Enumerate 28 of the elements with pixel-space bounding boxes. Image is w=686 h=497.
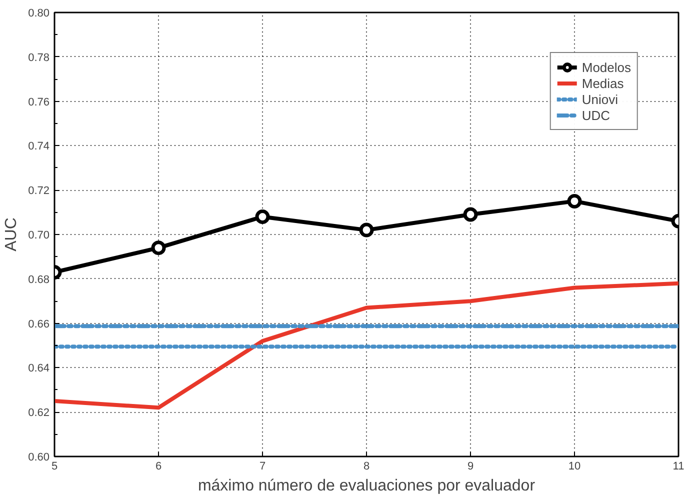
x-tick-label: 6 xyxy=(155,460,162,472)
x-tick-label: 10 xyxy=(568,460,581,472)
x-tick-label: 7 xyxy=(259,460,266,472)
y-tick-label: 0.68 xyxy=(28,274,50,286)
legend-label: Medias xyxy=(582,75,624,91)
legend-label: UDC xyxy=(582,107,610,123)
y-tick-label: 0.64 xyxy=(28,362,50,375)
x-axis-title: máximo número de evaluaciones por evaluador xyxy=(198,478,536,494)
y-tick-label: 0.74 xyxy=(28,140,50,153)
y-tick-label: 0.76 xyxy=(28,96,50,108)
y-tick-label: 0.72 xyxy=(28,185,50,198)
y-axis-title: AUC xyxy=(3,218,20,252)
x-tick-label: 11 xyxy=(672,460,684,472)
point xyxy=(255,210,270,224)
y-tick-label: 0.60 xyxy=(28,452,50,464)
line-series xyxy=(54,281,678,410)
y-tick-label: 0.80 xyxy=(28,8,50,20)
x-tick-label: 5 xyxy=(51,460,58,472)
x-tick-label: 8 xyxy=(363,460,370,472)
y-tick-label: 0.66 xyxy=(28,318,50,330)
point xyxy=(463,207,478,222)
legend-label: Uniovi xyxy=(582,91,618,107)
y-tick-label: 0.62 xyxy=(28,407,50,420)
y-tick-label: 0.70 xyxy=(28,230,50,242)
x-tick-label: 9 xyxy=(467,460,474,472)
legend-label: Modelos xyxy=(582,59,631,75)
point xyxy=(359,222,374,238)
y-tick-label: 0.78 xyxy=(28,52,50,64)
